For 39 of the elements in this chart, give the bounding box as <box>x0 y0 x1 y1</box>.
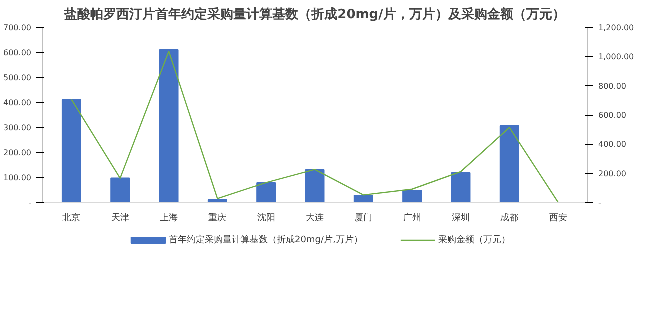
bar <box>159 50 179 202</box>
y-tick-label: 600.00 <box>4 48 32 58</box>
x-tick-label: 深圳 <box>452 212 470 224</box>
y2-tick-label: 1,000.00 <box>598 52 634 62</box>
legend-label: 首年约定采购量计算基数（折成20mg/片,万片） <box>169 234 363 246</box>
bar <box>500 126 520 202</box>
bar <box>451 172 471 202</box>
y-tick-label: 700.00 <box>4 24 32 32</box>
legend-label: 采购金额（万元） <box>438 234 511 246</box>
x-tick-label: 天津 <box>111 212 130 224</box>
x-tick-label: 大连 <box>306 212 324 224</box>
y-tick-label: 100.00 <box>4 174 32 182</box>
bar <box>305 170 325 202</box>
bar <box>256 182 276 202</box>
y-tick-label: - <box>28 198 32 208</box>
y2-tick-label: 200.00 <box>598 169 626 178</box>
bar <box>402 190 422 202</box>
line-series <box>71 50 559 202</box>
x-tick-label: 西安 <box>549 212 568 224</box>
y2-tick-label: 800.00 <box>598 82 626 91</box>
x-tick-label: 厦门 <box>354 212 373 224</box>
bar <box>354 195 374 202</box>
x-tick-label: 广州 <box>403 212 422 224</box>
y2-tick-label: 600.00 <box>598 111 626 120</box>
chart-title: 盐酸帕罗西汀片首年约定采购量计算基数（折成20mg/片，万片）及采购金额（万元） <box>64 6 566 22</box>
x-tick-label: 成都 <box>500 212 519 224</box>
x-tick-label: 北京 <box>62 212 81 224</box>
y-tick-label: 400.00 <box>4 98 32 108</box>
x-tick-label: 沈阳 <box>257 212 276 224</box>
y-tick-label: 300.00 <box>4 124 32 132</box>
bar <box>62 100 82 202</box>
x-tick-label: 重庆 <box>208 212 227 224</box>
y2-tick-label: - <box>598 198 602 208</box>
bar <box>110 178 130 202</box>
y-tick-label: 500.00 <box>4 74 32 82</box>
y2-tick-label: 400.00 <box>598 140 626 150</box>
x-tick-label: 上海 <box>160 212 178 224</box>
y-tick-label: 200.00 <box>4 148 32 158</box>
y2-tick-label: 1,200.00 <box>598 24 634 32</box>
